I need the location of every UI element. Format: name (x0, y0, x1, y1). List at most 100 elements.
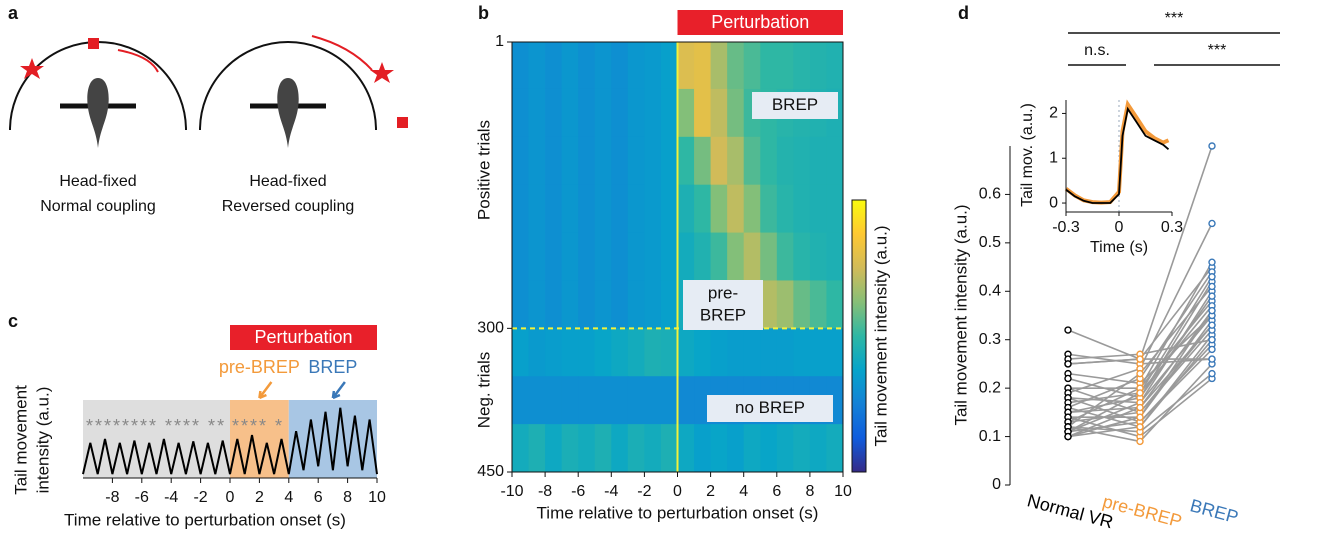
heatmap-cell (826, 232, 844, 281)
heatmap-cell (611, 376, 629, 425)
heatmap-cell (710, 424, 728, 473)
heatmap-cell (743, 328, 761, 377)
point (1208, 273, 1216, 281)
pair-line (1067, 368, 1141, 394)
annotation: pre- (708, 283, 738, 302)
heatmap-cell (743, 184, 761, 234)
heatmap-cell (677, 376, 695, 425)
heatmap-cell (594, 88, 612, 138)
heatmap-cell (644, 42, 662, 90)
heatmap-cell (644, 184, 662, 234)
pair-line (1067, 406, 1141, 438)
heatmap-cell (793, 136, 811, 186)
heatmap-cell (512, 280, 530, 329)
pair-line (1139, 310, 1213, 418)
heatmap-cell (694, 376, 712, 425)
x-tick-label: 10 (368, 489, 386, 506)
pair-line (1067, 372, 1141, 428)
heatmap-cell (627, 376, 645, 425)
x-tick-label: 6 (314, 489, 323, 506)
y-tick-label: 1 (495, 33, 504, 50)
x-tick-label: -10 (500, 483, 523, 500)
heatmap-cell (627, 232, 645, 281)
heatmap-cell (793, 184, 811, 234)
x-axis-label: Time relative to perturbation onset (s) (537, 503, 819, 522)
heatmap-cell (727, 136, 745, 186)
heatmap-cell (644, 232, 662, 281)
pair-line (1139, 223, 1213, 370)
row-label: Positive trials (474, 120, 493, 220)
point (1064, 360, 1072, 368)
inset-trace (1065, 106, 1170, 204)
heatmap-cell (594, 280, 612, 329)
arrow (117, 49, 159, 73)
y-tick-label: 0.5 (979, 234, 1001, 251)
heatmap-cell (727, 42, 745, 90)
pair-line (1139, 348, 1213, 423)
heatmap-cell (611, 42, 629, 90)
point (1136, 369, 1144, 378)
heatmap-cell (594, 42, 612, 90)
heatmap-cell (809, 232, 827, 281)
heatmap-cell (727, 424, 745, 473)
pair-line (1139, 324, 1213, 409)
y-tick-label: 450 (477, 463, 504, 480)
point (1064, 326, 1072, 334)
heatmap-cell (694, 424, 712, 473)
heatmap-cell (578, 184, 596, 234)
caption: Head-fixed (249, 173, 326, 190)
region-label: BREP (308, 357, 357, 377)
heatmap-cell (627, 184, 645, 234)
x-tick-label: -0.3 (1052, 219, 1080, 236)
y-tick-label: 0.6 (979, 186, 1001, 203)
point (1064, 432, 1072, 441)
square (397, 117, 408, 128)
inset-trace (1064, 99, 1170, 205)
perturbation-label: Perturbation (711, 12, 809, 32)
heatmap-cell (561, 328, 579, 377)
perturbation-bar (677, 10, 843, 35)
heatmap-cell (561, 184, 579, 234)
point (1208, 282, 1216, 291)
x-axis-label: Time (s) (1090, 239, 1148, 256)
point (1208, 142, 1216, 150)
star (20, 58, 44, 79)
x-tick-label: -4 (604, 483, 618, 500)
heatmap-cell (826, 42, 844, 90)
heatmap-cell (561, 376, 579, 425)
x-tick-label: 0 (226, 489, 235, 506)
heatmap-cell (578, 136, 596, 186)
y-axis-label: intensity (a.u.) (33, 387, 52, 494)
x-tick-label: 0.3 (1161, 219, 1183, 236)
y-tick-label: 0 (992, 476, 1001, 493)
heatmap-cell (677, 88, 695, 138)
x-axis-label: Time relative to perturbation onset (s) (64, 510, 346, 529)
heatmap-cell (776, 184, 794, 234)
heatmap-cell (826, 184, 844, 234)
y-tick-label: 1 (1049, 149, 1058, 166)
point (1136, 355, 1144, 363)
heatmap-cell (776, 42, 794, 90)
heatmap-cell (528, 184, 546, 234)
heatmap-cell (760, 328, 778, 377)
heatmap-cell (528, 280, 546, 329)
pair-line (1139, 145, 1213, 360)
heatmap-cell (545, 280, 563, 329)
trace (82, 407, 378, 475)
point (1208, 306, 1216, 315)
heatmap-cell (578, 88, 596, 138)
heatmap-cell (694, 232, 712, 281)
pair-line (1067, 353, 1141, 360)
heatmap-cell (578, 376, 596, 425)
significance-label: n.s. (1084, 42, 1110, 59)
pair-line (1067, 353, 1141, 365)
heatmap-cell (776, 136, 794, 186)
colorbar (851, 199, 867, 473)
pair-line (1139, 339, 1213, 428)
pair-line (1139, 358, 1213, 365)
point (1136, 389, 1144, 397)
heatmap-cell (644, 328, 662, 377)
heatmap-cell (809, 42, 827, 90)
heatmap-cell (561, 424, 579, 473)
point (1136, 423, 1144, 431)
